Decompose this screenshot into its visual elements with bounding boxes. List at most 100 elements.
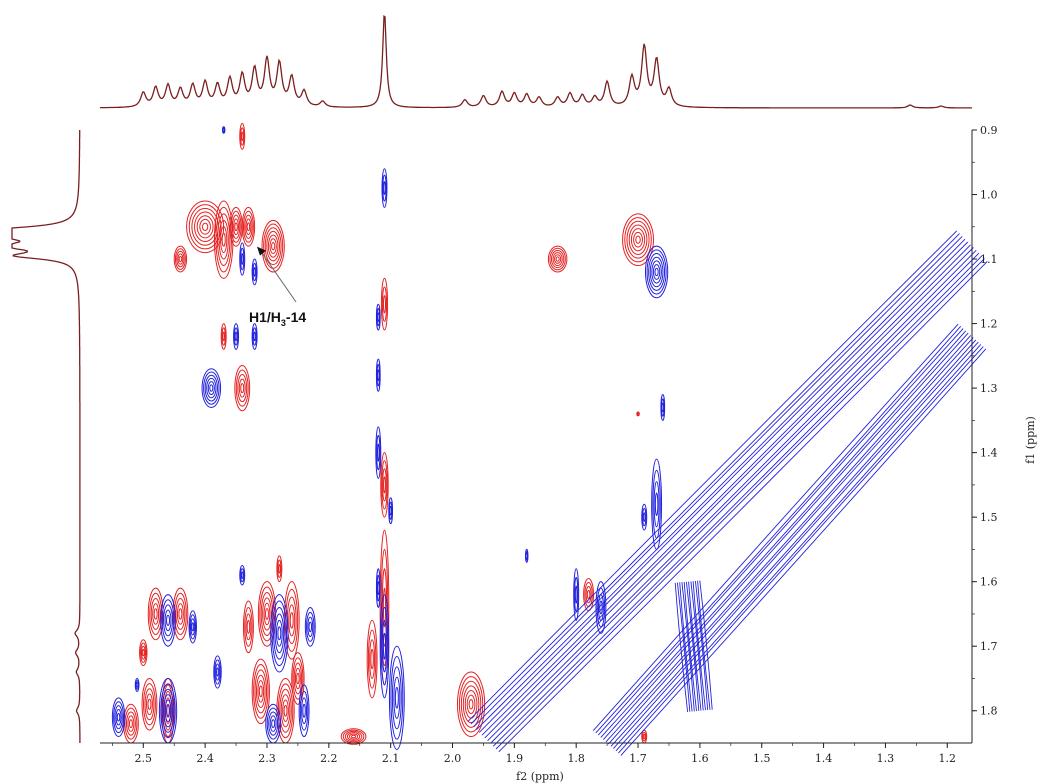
positive-peak-14 — [622, 213, 655, 267]
x-tick-label-3: 2.2 — [320, 752, 338, 765]
diagonal-band-line — [692, 581, 706, 711]
negative-peak-level — [302, 703, 306, 718]
negative-peak-level — [161, 599, 175, 642]
y-tick-label-2: 1.1 — [980, 253, 998, 266]
negative-peak-level — [376, 434, 381, 471]
negative-peak-4 — [251, 323, 258, 350]
positive-peak-level — [382, 468, 387, 502]
positive-peak-level — [176, 603, 184, 625]
diagonal-band-line — [600, 330, 967, 738]
positive-peak-30 — [291, 652, 305, 705]
negative-peak-0 — [381, 168, 388, 208]
positive-peak-level — [380, 452, 389, 518]
positive-peak-level — [271, 241, 276, 251]
positive-peak-2 — [229, 206, 243, 247]
positive-peak-level — [125, 711, 136, 736]
x-tick-label-5: 2.0 — [444, 752, 462, 765]
negative-peak-level — [134, 677, 140, 692]
negative-peak-14 — [644, 245, 669, 299]
positive-peak-level — [221, 232, 226, 247]
negative-peak-level — [240, 253, 244, 265]
positive-peak-level — [222, 331, 226, 342]
negative-peak-level — [382, 174, 387, 202]
negative-peak-level — [233, 327, 239, 346]
negative-peak-level — [273, 606, 286, 660]
negative-peak-level — [233, 323, 240, 350]
negative-peak-level — [375, 303, 381, 331]
negative-peak-30 — [298, 684, 310, 738]
positive-peak-level — [173, 592, 187, 636]
positive-peak-level — [344, 730, 363, 743]
positive-peak-level — [177, 253, 184, 265]
positive-peak-level — [144, 688, 155, 721]
positive-peak-level — [255, 674, 266, 709]
positive-peak-level — [178, 608, 183, 620]
positive-peak-31 — [340, 728, 367, 745]
positive-peak-level — [468, 699, 474, 710]
positive-peak-level — [586, 590, 591, 600]
diagonal-band-line — [608, 337, 974, 745]
negative-peak-level — [381, 619, 388, 673]
negative-peak-17 — [641, 503, 648, 531]
positive-peak-24 — [242, 600, 254, 654]
positive-peak-level — [220, 226, 228, 254]
positive-peak-17 — [583, 577, 595, 612]
negative-peak-level — [393, 676, 401, 719]
positive-peak-level — [147, 587, 164, 641]
negative-peak-level — [376, 581, 380, 596]
negative-peak-1 — [239, 242, 246, 276]
diagonal-band-line — [685, 581, 700, 711]
positive-peak-level — [622, 213, 655, 267]
negative-peak-24 — [111, 697, 126, 738]
x-axis: 2.5 2.4 2.3 2.2 2.1 2.0 1.9 1.8 1.7 1.6 1.5 1.4 1.3 1… — [100, 742, 972, 765]
positive-peak-level — [147, 698, 152, 710]
f2-projection-spectrum — [100, 14, 972, 109]
negative-peak-level — [188, 610, 197, 644]
positive-peak-level — [350, 734, 357, 739]
y-axis: 0.9 1.0 1.1 1.2 1.3 1.4 1.5 1.6 1.7 1.8 — [971, 124, 998, 743]
negative-peak-level — [277, 626, 282, 641]
x-tick-label-6: 1.9 — [506, 752, 524, 765]
x-tick-label-13: 1.2 — [939, 752, 957, 765]
positive-peak-level — [218, 219, 229, 260]
negative-peak-28 — [304, 606, 316, 647]
negative-peak-level — [190, 618, 196, 636]
positive-peak-level — [217, 213, 231, 267]
positive-peak-level — [178, 255, 183, 263]
positive-peak-12 — [366, 619, 378, 699]
f1-projection-spectrum — [11, 130, 81, 743]
y-axis-title: f1 (ppm) — [1024, 416, 1037, 464]
positive-peak-level — [174, 248, 186, 270]
diagonal-band-line — [473, 236, 963, 728]
negative-peak-level — [214, 659, 221, 685]
positive-peak-level — [153, 608, 158, 620]
positive-peak-level — [280, 694, 291, 728]
negative-peak-level — [301, 697, 308, 725]
positive-peak-22 — [123, 703, 139, 744]
positive-peak-level — [346, 732, 361, 741]
positive-peak-level — [242, 600, 254, 654]
contour-peaks — [111, 123, 669, 750]
negative-peak-level — [644, 245, 669, 299]
negative-peak-level — [206, 377, 217, 399]
annotation-arrow-head — [256, 246, 266, 256]
negative-peak-level — [163, 604, 173, 637]
negative-peak-level — [379, 594, 390, 699]
positive-peak-level — [624, 217, 652, 263]
negative-peak-level — [308, 621, 313, 633]
positive-peak-28 — [251, 658, 270, 725]
negative-peak-level — [116, 712, 121, 722]
x-tick-label-9: 1.6 — [691, 752, 709, 765]
negative-peak-level — [253, 267, 256, 277]
positive-peak-level — [642, 731, 647, 742]
positive-peak-level — [254, 669, 268, 714]
negative-peak-level — [375, 426, 382, 479]
negative-peak-level — [654, 492, 659, 517]
x-tick-label-4: 2.1 — [382, 752, 400, 765]
negative-peak-level — [660, 394, 666, 421]
negative-peak-level — [376, 312, 380, 322]
positive-peak-level — [245, 613, 252, 641]
negative-peak-level — [375, 568, 381, 608]
positive-peak-level — [244, 214, 253, 239]
